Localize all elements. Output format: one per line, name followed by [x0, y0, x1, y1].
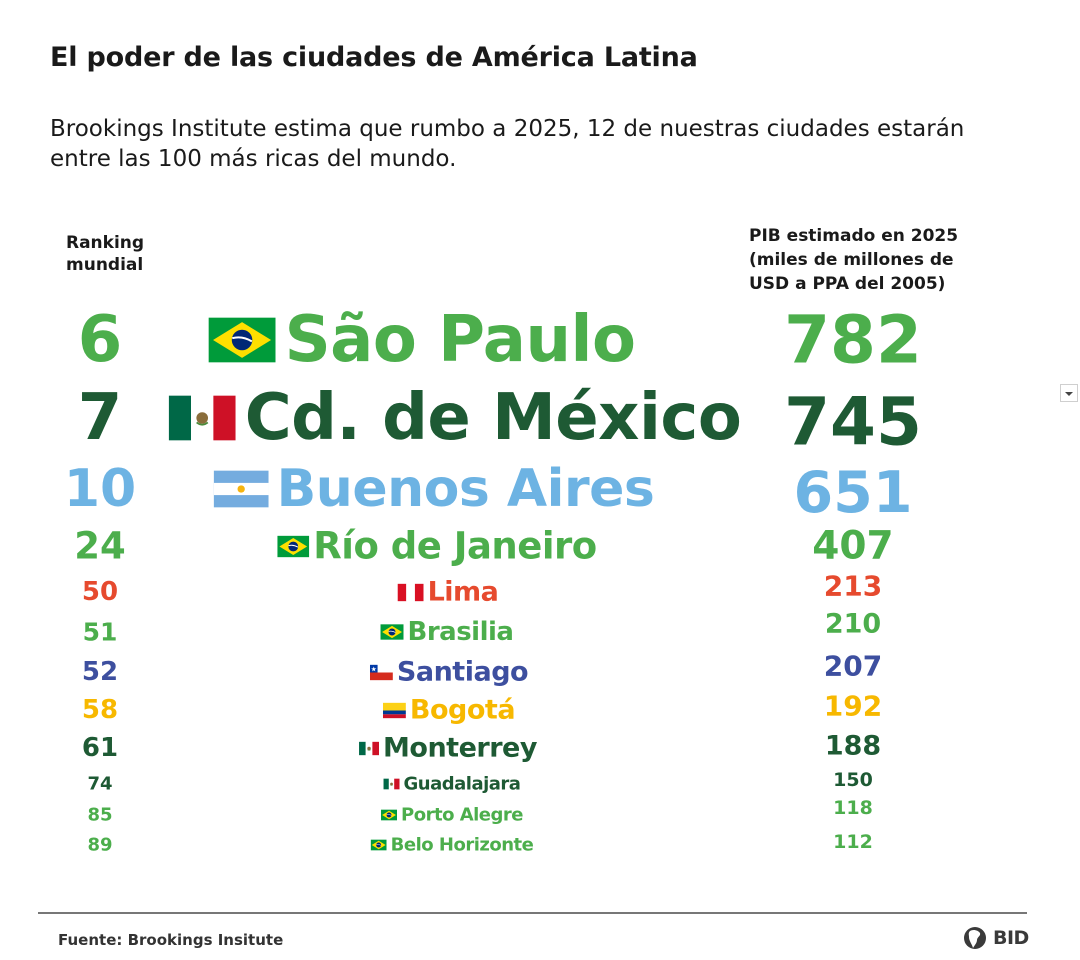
rank-value: 51: [82, 617, 118, 647]
gdp-value: 213: [823, 569, 883, 603]
city-name: Guadalajara: [403, 773, 521, 795]
rank-value: 58: [81, 695, 119, 725]
mexico-flag-icon: [168, 395, 236, 441]
city-label: Belo Horizonte: [370, 834, 534, 856]
footer-divider: [38, 912, 1027, 914]
gdp-value: 118: [833, 797, 873, 819]
chart-subtitle: Brookings Institute estima que rumbo a 2…: [50, 116, 965, 172]
gdp-value: 210: [824, 608, 882, 640]
dropdown-toggle[interactable]: [1060, 384, 1078, 402]
gdp-column-header: PIB estimado en 2025 (miles de millones …: [749, 224, 958, 296]
peru-flag-icon: [397, 583, 424, 601]
city-label: São Paulo: [208, 303, 636, 377]
rank-value: 74: [87, 773, 113, 795]
gdp-value: 192: [823, 689, 883, 723]
rank-value: 24: [74, 524, 126, 568]
gdp-header-line-2: (miles de millones de: [749, 250, 954, 270]
city-label: Guadalajara: [383, 773, 521, 795]
rank-value: 52: [81, 657, 119, 687]
city-name: Río de Janeiro: [313, 524, 597, 568]
city-name: Lima: [427, 576, 499, 608]
city-name: São Paulo: [284, 303, 636, 377]
gdp-value: 745: [784, 383, 922, 461]
bid-logo: BID: [963, 926, 1029, 950]
rank-value: 85: [87, 804, 113, 826]
brazil-flag-icon: [277, 535, 310, 557]
city-name: Santiago: [396, 656, 529, 688]
city-label: Bogotá: [382, 694, 516, 726]
city-name: Bogotá: [409, 694, 516, 726]
rank-value: 10: [63, 459, 137, 519]
city-label: Río de Janeiro: [277, 524, 597, 568]
rank-value: 7: [77, 381, 123, 455]
brazil-flag-icon: [380, 624, 404, 640]
colombia-flag-icon: [382, 702, 406, 718]
city-label: Monterrey: [359, 733, 537, 764]
gdp-value: 150: [833, 769, 873, 791]
city-name: Buenos Aires: [276, 459, 655, 519]
ranking-column-header: Ranking mundial: [66, 232, 144, 276]
rank-value: 61: [81, 733, 119, 763]
latin-america-map-icon: [964, 927, 986, 949]
city-label: Santiago: [369, 656, 529, 688]
rank-value: 89: [87, 834, 113, 856]
brazil-flag-icon: [208, 317, 276, 363]
gdp-header-line-3: USD a PPA del 2005): [749, 274, 946, 294]
city-label: Buenos Aires: [213, 459, 655, 519]
city-name: Cd. de México: [244, 381, 742, 455]
city-name: Monterrey: [383, 732, 537, 764]
chart-title: El poder de las ciudades de América Lati…: [50, 42, 698, 73]
mexico-flag-icon: [383, 778, 400, 790]
city-name: Porto Alegre: [401, 804, 523, 826]
city-label: Porto Alegre: [381, 805, 523, 826]
chile-flag-icon: [369, 664, 393, 680]
brazil-flag-icon: [370, 839, 387, 851]
gdp-value: 188: [824, 730, 882, 762]
source-note: Fuente: Brookings Insitute: [58, 931, 284, 949]
rank-value: 6: [77, 303, 123, 377]
argentina-flag-icon: [213, 470, 269, 508]
gdp-value: 407: [812, 523, 894, 569]
gdp-header-line-1: PIB estimado en 2025: [749, 226, 959, 246]
brazil-flag-icon: [381, 809, 398, 821]
city-label: Lima: [397, 576, 499, 608]
city-name: Brasilia: [407, 617, 514, 647]
ranking-header-line-2: mundial: [66, 255, 144, 275]
rank-value: 50: [81, 577, 119, 607]
city-label: Brasilia: [380, 617, 514, 647]
gdp-value: 651: [793, 460, 913, 526]
gdp-value: 782: [784, 301, 922, 379]
mexico-flag-icon: [359, 741, 380, 755]
ranking-header-line-1: Ranking: [66, 233, 145, 253]
city-label: Cd. de México: [168, 381, 742, 455]
gdp-value: 207: [823, 649, 883, 683]
city-name: Belo Horizonte: [390, 834, 534, 856]
gdp-value: 112: [833, 831, 873, 853]
